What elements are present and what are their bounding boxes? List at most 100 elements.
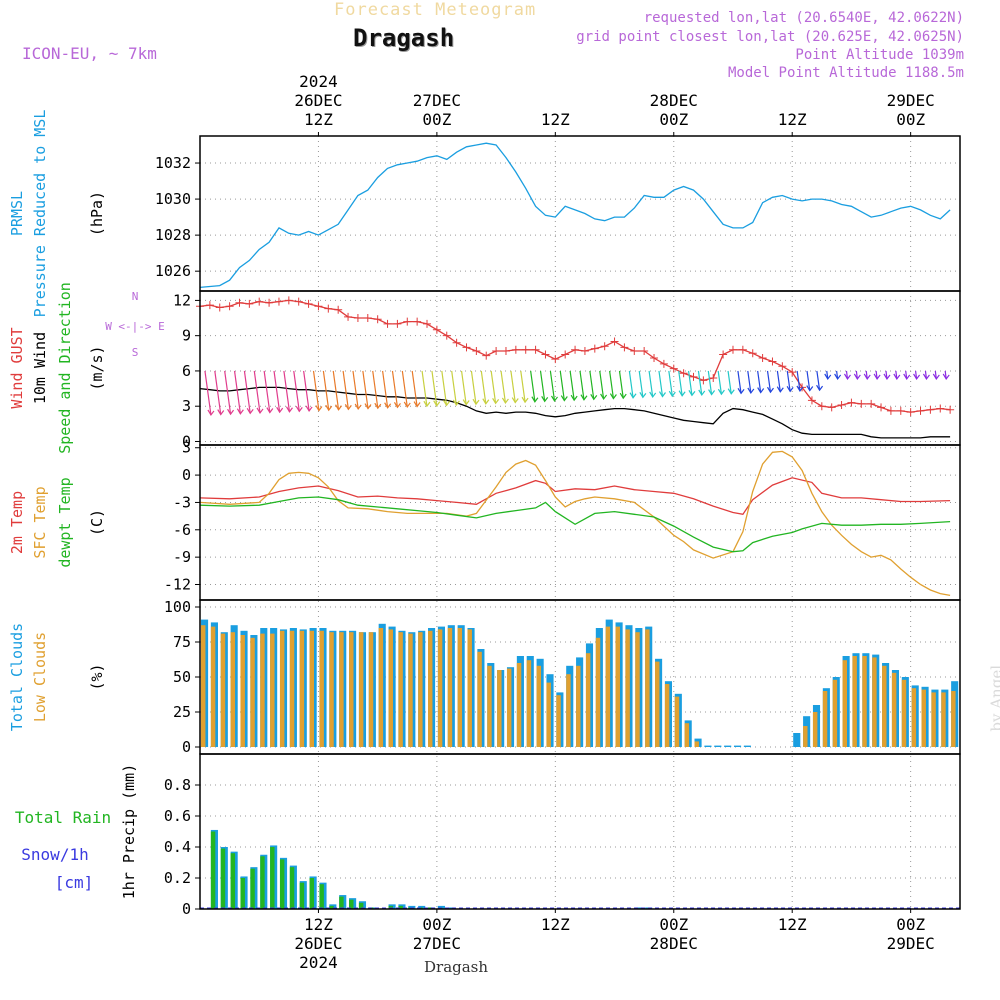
wind-arrow-head (932, 373, 940, 381)
wind-direction-arrow (283, 370, 291, 412)
bar-total-rain (250, 868, 255, 909)
gust-marker (837, 401, 846, 410)
bottom-place-label: Dragash (424, 958, 489, 976)
wind-arrow-head (796, 385, 804, 393)
bar-total-rain (260, 856, 265, 909)
wind-arrow-head (609, 393, 617, 400)
wind-direction-arrow (312, 370, 320, 411)
bar-total-clouds (724, 745, 732, 747)
bar-low-clouds (358, 632, 364, 747)
y-tick-label: 25 (173, 703, 191, 721)
series-line-10m-wind (199, 386, 951, 439)
gust-marker (235, 298, 244, 307)
wind-arrow-head (688, 390, 696, 397)
series-line-sfc-temp (199, 450, 951, 597)
gust-marker (294, 297, 303, 306)
gust-marker (492, 346, 501, 355)
wind-arrow-head (403, 401, 411, 409)
y-tick-label: 75 (173, 633, 191, 651)
bar-total-rain (289, 867, 295, 909)
gust-marker (768, 357, 777, 366)
gust-marker (531, 345, 540, 354)
wind-direction-arrow (658, 370, 664, 397)
gust-marker (225, 302, 234, 311)
bar-total-rain (240, 878, 245, 909)
gust-marker (679, 369, 688, 378)
series-line-wind-gust (199, 299, 951, 413)
compass-west-east: W <-|-> E (105, 320, 165, 333)
bar-low-clouds (822, 691, 828, 747)
bottom-time-label: 27DEC (413, 934, 461, 953)
gust-marker (482, 351, 491, 360)
wind-arrow-head (315, 405, 323, 412)
y-tick-label: 1026 (155, 262, 191, 280)
wind-arrow-head (747, 387, 755, 395)
gust-marker (334, 305, 343, 314)
bar-low-clouds (585, 653, 591, 747)
bar-total-rain (398, 905, 403, 909)
y-tick-label: 12 (173, 291, 191, 309)
bar-total-rain (220, 848, 226, 909)
y-axis-title: PRMSL (8, 191, 26, 236)
wind-arrow-head (256, 407, 264, 415)
wind-arrow-head (266, 407, 274, 414)
wind-direction-arrow (776, 370, 781, 392)
wind-arrow-head (698, 389, 706, 397)
gust-marker (452, 338, 461, 347)
bar-low-clouds (674, 696, 680, 747)
wind-arrow-head (853, 373, 861, 381)
panel-frame (199, 444, 961, 601)
wind-direction-arrow (697, 370, 703, 396)
bar-low-clouds (526, 660, 532, 747)
gust-marker (521, 345, 530, 354)
gust-marker (541, 350, 550, 359)
gust-marker (403, 317, 412, 326)
wind-arrow-head (570, 394, 578, 402)
wind-arrow-head (217, 409, 225, 416)
series-line-dewpt-temp (199, 496, 951, 553)
panel-3: 3 0 -3 -6 -9 -12 2m Temp SFC Temp dewpt Temp (C) (8, 439, 961, 601)
wind-direction-arrow (539, 370, 546, 402)
bar-low-clouds (901, 679, 907, 747)
wind-direction-arrow (796, 370, 801, 392)
bottom-time-label: 00Z (659, 915, 688, 934)
bar-total-rain (319, 884, 324, 909)
gust-marker (817, 402, 826, 411)
bar-total-rain (230, 853, 236, 909)
wind-direction-arrow (500, 370, 507, 404)
wind-arrow-head (658, 391, 666, 398)
gust-marker (274, 297, 283, 306)
wind-direction-arrow (599, 370, 605, 400)
bar-low-clouds (201, 625, 206, 747)
bar-low-clouds (329, 632, 334, 747)
bar-low-clouds (842, 660, 847, 747)
wind-arrow-head (737, 388, 745, 395)
wind-direction-arrow (727, 370, 732, 394)
wind-direction-arrow (747, 370, 752, 394)
wind-arrow-head (678, 390, 686, 397)
gust-marker (896, 406, 905, 415)
wind-arrow-head (717, 388, 725, 396)
wind-arrow-head (364, 403, 372, 410)
bar-low-clouds (497, 670, 502, 747)
bottom-time-label: 28DEC (650, 934, 698, 953)
bar-low-clouds (664, 684, 670, 747)
wind-arrow-head (452, 399, 460, 407)
bar-low-clouds (655, 661, 660, 747)
wind-direction-arrow (421, 370, 428, 407)
bar-low-clouds (951, 691, 956, 747)
bar-low-clouds (576, 665, 581, 747)
gust-marker (867, 399, 876, 408)
top-time-label: 00Z (659, 110, 688, 129)
bar-low-clouds (931, 692, 936, 747)
wind-arrow-head (374, 402, 382, 410)
top-time-label: 00Z (896, 110, 925, 129)
gust-marker (669, 364, 678, 373)
bar-low-clouds (615, 626, 620, 747)
wind-direction-arrow (806, 370, 811, 391)
bar-low-clouds (645, 629, 650, 747)
series-line-prmsl (199, 142, 951, 289)
wind-direction-arrow (441, 370, 448, 406)
gust-marker (758, 354, 767, 363)
bar-total-rain (388, 905, 393, 909)
